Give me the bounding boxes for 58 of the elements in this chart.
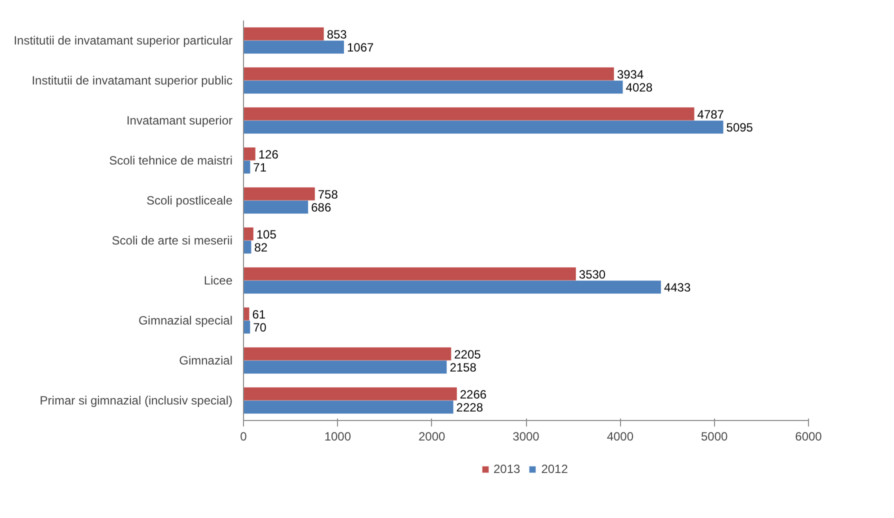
x-tick-label: 6000 xyxy=(795,430,822,444)
bar xyxy=(244,240,252,254)
bar xyxy=(244,387,457,400)
bar xyxy=(244,280,661,294)
data-label: 2228 xyxy=(456,400,484,415)
x-tick-label: 3000 xyxy=(512,430,540,444)
data-label: 82 xyxy=(254,240,268,255)
y-tick-label: Gimnazial special xyxy=(138,314,233,328)
y-tick-label: Institutii de invatamant superior particular xyxy=(14,34,233,48)
y-tick-label: Scoli tehnice de maistri xyxy=(109,154,233,168)
x-tick-label: 2000 xyxy=(418,430,446,444)
y-tick-label: Primar si gimnazial (inclusiv special) xyxy=(40,394,233,408)
data-label: 126 xyxy=(258,147,279,162)
x-tick-label: 1000 xyxy=(324,430,352,444)
bar xyxy=(244,120,724,134)
bar xyxy=(244,67,614,80)
bar xyxy=(244,360,447,374)
data-label: 4787 xyxy=(697,107,724,122)
data-label: 3530 xyxy=(578,267,606,282)
data-label: 105 xyxy=(256,227,277,242)
bar xyxy=(244,40,344,54)
data-label: 2205 xyxy=(454,347,482,362)
y-tick-label: Licee xyxy=(204,274,233,288)
data-label: 70 xyxy=(253,320,267,335)
data-label: 686 xyxy=(311,200,332,215)
y-tick-label: Institutii de invatamant superior public xyxy=(32,74,233,88)
y-tick-label: Scoli postliceale xyxy=(146,194,233,208)
data-label: 1067 xyxy=(346,40,374,55)
data-label: 5095 xyxy=(726,120,754,135)
y-tick-label: Gimnazial xyxy=(179,354,233,368)
bar xyxy=(244,80,623,94)
data-label: 2266 xyxy=(460,387,487,402)
bar xyxy=(244,320,250,334)
bar xyxy=(244,147,256,160)
legend-label: 2013 xyxy=(494,462,520,476)
data-label: 71 xyxy=(253,160,267,175)
bar xyxy=(244,227,254,240)
data-label: 3934 xyxy=(616,67,644,82)
legend-label: 2012 xyxy=(541,462,568,476)
bar xyxy=(244,400,454,414)
data-label: 61 xyxy=(252,307,266,322)
y-tick-label: Invatamant superior xyxy=(126,114,233,128)
bar xyxy=(244,187,315,200)
bar xyxy=(244,107,694,120)
data-label: 4028 xyxy=(626,80,653,95)
data-label: 4433 xyxy=(664,280,691,295)
x-tick-label: 0 xyxy=(240,430,248,444)
y-tick-label: Scoli de arte si meserii xyxy=(112,234,233,248)
bar xyxy=(244,27,324,40)
bar xyxy=(244,267,576,280)
bar xyxy=(244,160,250,174)
data-label: 758 xyxy=(318,187,338,202)
bar xyxy=(244,200,308,214)
x-tick-label: 4000 xyxy=(606,430,634,444)
x-tick-label: 5000 xyxy=(700,430,728,444)
data-label: 853 xyxy=(326,27,348,42)
bar xyxy=(244,347,452,360)
data-label: 2158 xyxy=(450,360,477,375)
